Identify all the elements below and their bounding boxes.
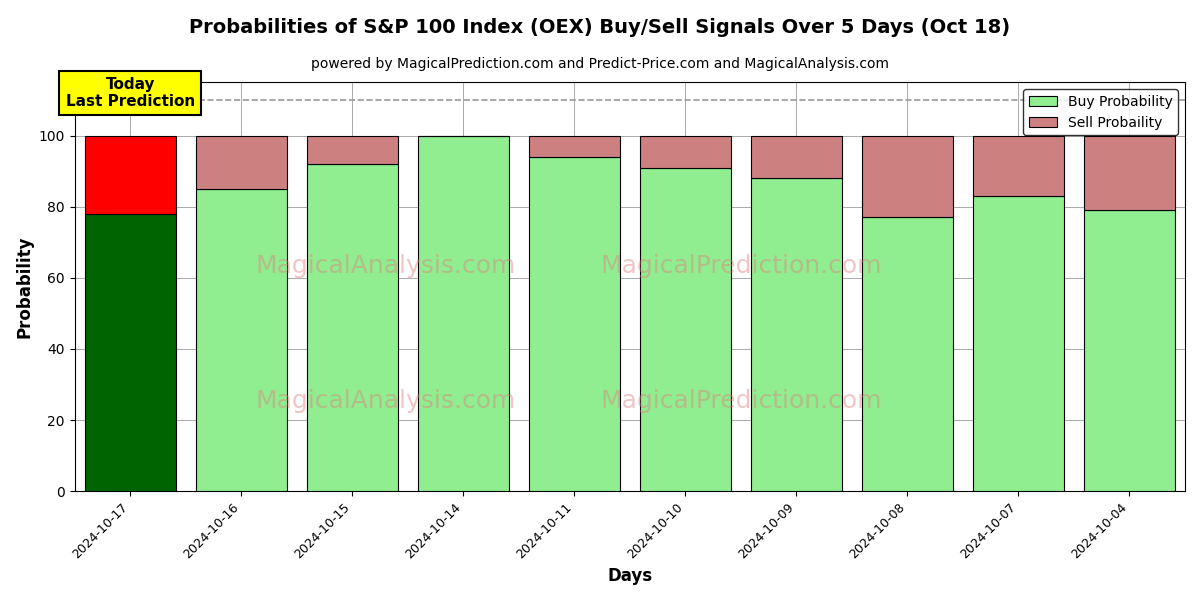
Bar — [196, 189, 287, 491]
Bar — [1084, 210, 1175, 491]
Bar — [862, 217, 953, 491]
Legend: Buy Probability, Sell Probaility: Buy Probability, Sell Probaility — [1024, 89, 1178, 135]
Bar — [85, 214, 175, 491]
Bar — [751, 178, 842, 491]
Bar — [418, 136, 509, 491]
Bar — [640, 167, 731, 491]
Bar — [307, 136, 397, 164]
Bar — [640, 136, 731, 167]
Bar — [85, 136, 175, 214]
Bar — [973, 196, 1064, 491]
Text: Probabilities of S&P 100 Index (OEX) Buy/Sell Signals Over 5 Days (Oct 18): Probabilities of S&P 100 Index (OEX) Buy… — [190, 18, 1010, 37]
Bar — [529, 136, 620, 157]
Text: Today
Last Prediction: Today Last Prediction — [66, 77, 194, 109]
Bar — [196, 136, 287, 189]
Text: MagicalPrediction.com: MagicalPrediction.com — [600, 389, 882, 413]
Bar — [1084, 136, 1175, 210]
Text: MagicalPrediction.com: MagicalPrediction.com — [600, 254, 882, 278]
X-axis label: Days: Days — [607, 567, 653, 585]
Bar — [862, 136, 953, 217]
Text: powered by MagicalPrediction.com and Predict-Price.com and MagicalAnalysis.com: powered by MagicalPrediction.com and Pre… — [311, 57, 889, 71]
Text: MagicalAnalysis.com: MagicalAnalysis.com — [256, 254, 516, 278]
Bar — [973, 136, 1064, 196]
Text: MagicalAnalysis.com: MagicalAnalysis.com — [256, 389, 516, 413]
Bar — [751, 136, 842, 178]
Y-axis label: Probability: Probability — [16, 235, 34, 338]
Bar — [529, 157, 620, 491]
Bar — [307, 164, 397, 491]
